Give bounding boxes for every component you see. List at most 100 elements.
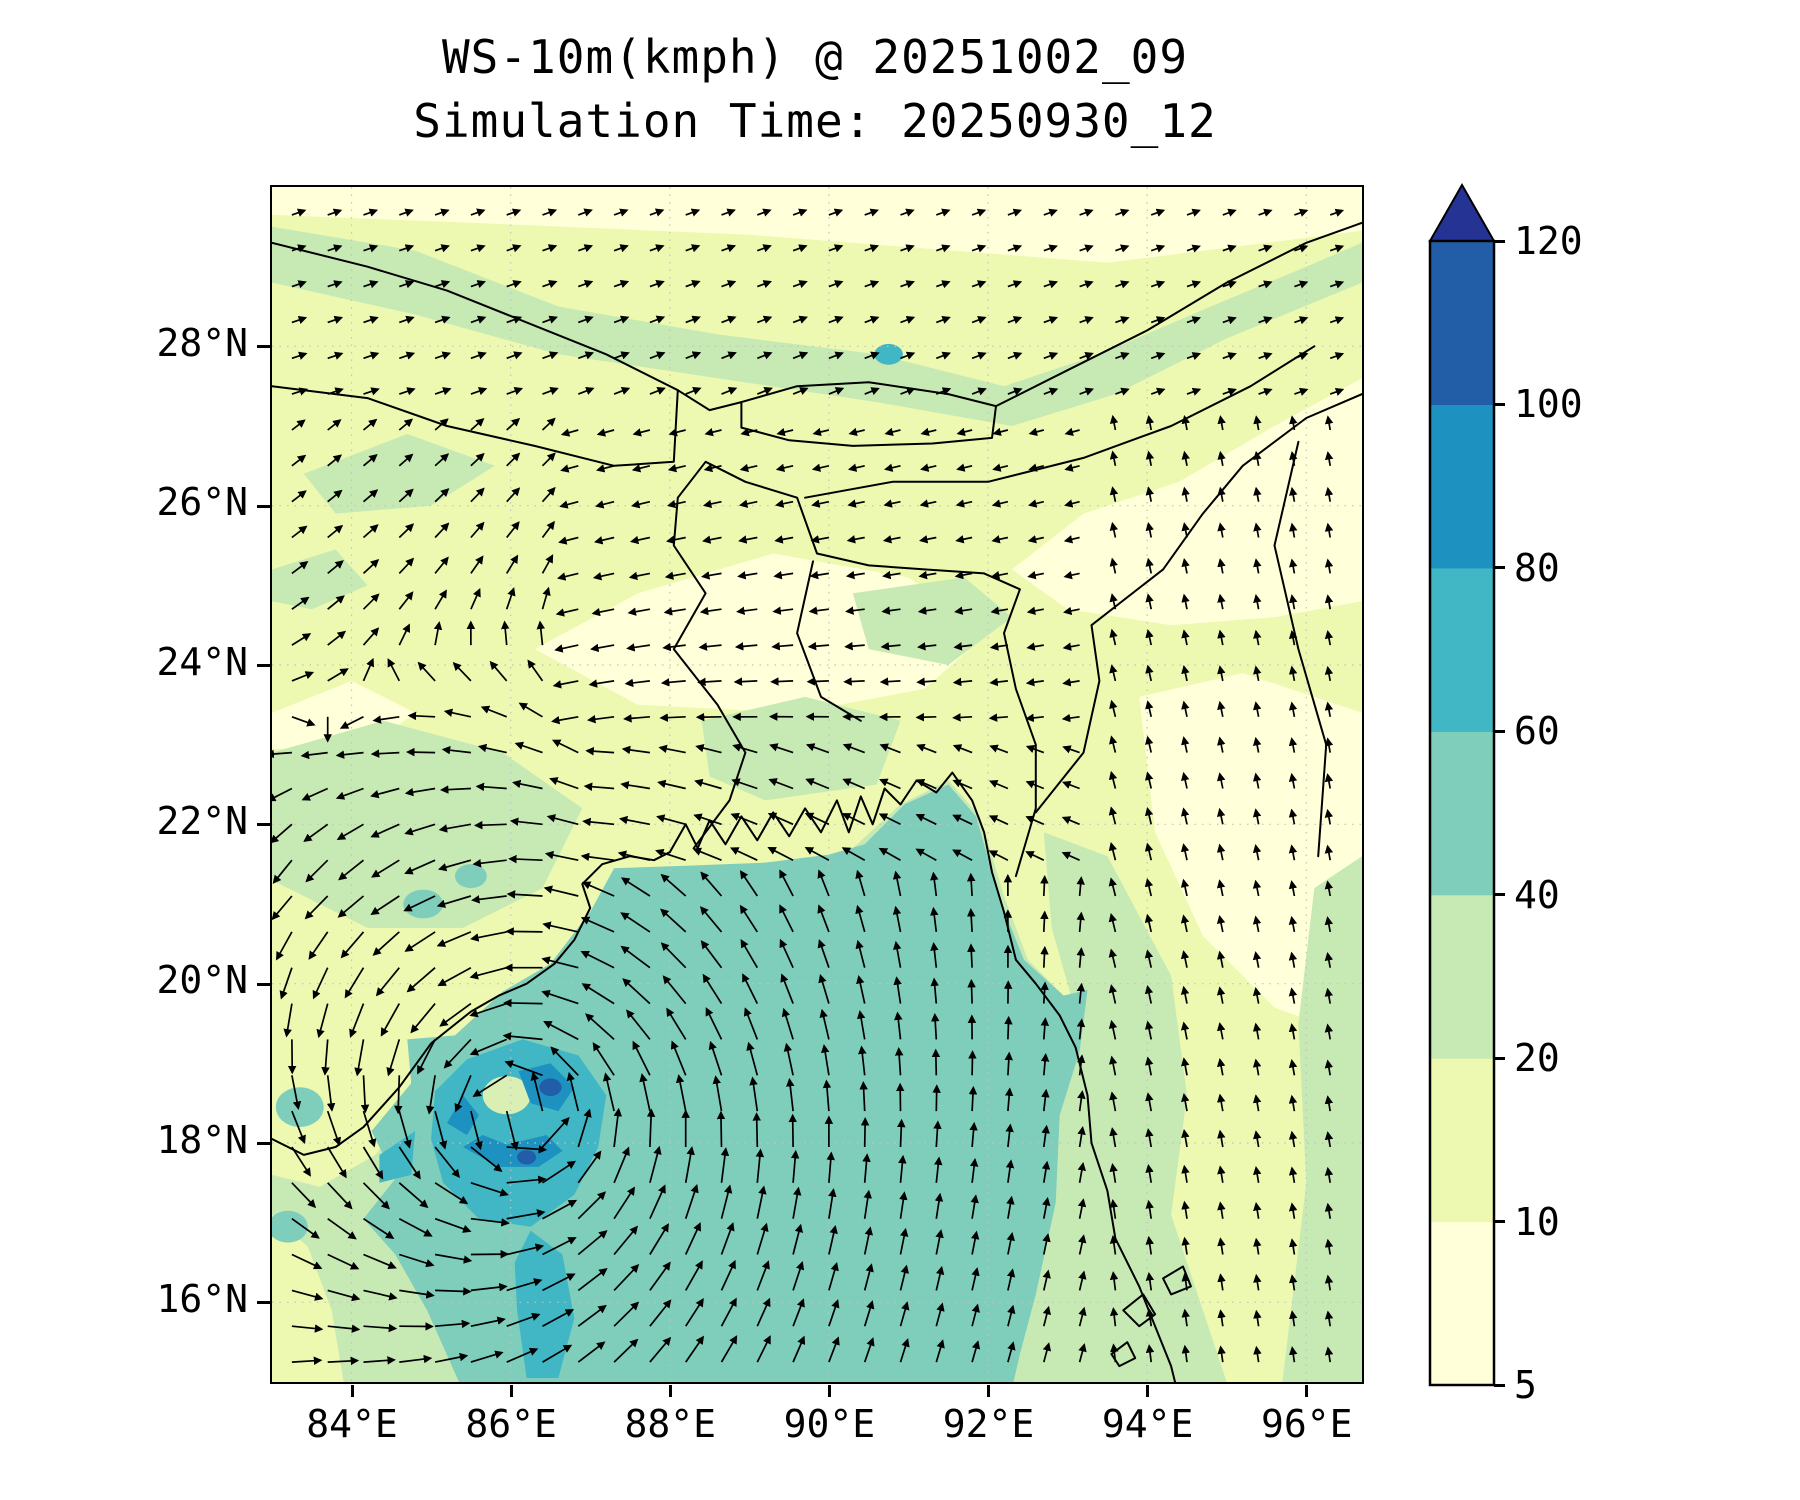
wind-arrow: [542, 208, 558, 217]
wind-arrow: [1324, 1166, 1334, 1183]
wind-arrow: [596, 428, 615, 437]
wind-arrow: [698, 642, 722, 651]
wind-arrow: [954, 606, 973, 615]
wind-arrow: [1042, 1269, 1051, 1291]
wind-arrow: [500, 620, 510, 646]
wind-arrow: [899, 1301, 910, 1327]
wind-arrow: [1064, 499, 1080, 508]
wind-arrow: [613, 244, 629, 253]
wind-arrow: [1324, 1346, 1334, 1363]
wind-arrow: [1145, 735, 1154, 753]
wind-arrow: [649, 1299, 672, 1327]
wind-arrow: [327, 1356, 360, 1366]
wind-arrow: [845, 606, 865, 615]
y-axis-tickmark: [257, 982, 270, 986]
wind-arrow: [613, 1107, 623, 1148]
wind-arrow: [327, 560, 344, 575]
wind-arrow: [863, 1189, 872, 1219]
colorbar-tick-label: 100: [1514, 382, 1583, 427]
wind-arrow: [536, 620, 546, 646]
wind-arrow: [1252, 736, 1262, 753]
wind-arrow: [360, 1075, 370, 1114]
wind-arrow: [417, 661, 436, 682]
wind-arrow: [992, 463, 1009, 472]
wind-arrow: [276, 931, 293, 961]
wind-arrow: [1078, 1270, 1087, 1291]
x-axis-tickmark: [987, 1385, 991, 1397]
colorbar-segment-100-120: [1430, 241, 1494, 405]
wind-arrow: [1076, 982, 1086, 1004]
wind-arrow: [989, 677, 1008, 687]
wind-arrow: [613, 1146, 630, 1184]
wind-arrow: [666, 499, 686, 509]
wind-arrow: [1217, 522, 1226, 538]
wind-arrow: [363, 208, 379, 217]
wind-arrow: [900, 208, 915, 217]
wind-arrow: [1324, 486, 1334, 502]
line-nepal-border: [272, 241, 679, 467]
wind-arrow: [1222, 387, 1237, 396]
wind-arrow: [272, 895, 293, 921]
wind-arrow: [404, 931, 436, 952]
line-india-myanmar-border: [1034, 393, 1362, 814]
wind-arrow: [506, 1243, 545, 1256]
wind-arrow: [613, 1301, 640, 1327]
wind-arrow: [380, 1003, 401, 1037]
wind-arrow: [1108, 984, 1118, 1004]
x-axis-tick-label: 92°E: [942, 1402, 1035, 1446]
y-axis-tick-label: 22°N: [156, 798, 248, 843]
wind-arrow: [1258, 316, 1273, 325]
wind-arrow: [971, 244, 987, 253]
wind-arrow: [506, 280, 522, 289]
wind-arrow: [1043, 280, 1058, 289]
colorbar-tick-label: 60: [1514, 709, 1560, 754]
wind-arrow: [915, 779, 937, 790]
wind-arrow: [371, 859, 400, 878]
wind-arrow: [438, 823, 472, 833]
y-axis-tickmark: [257, 823, 270, 827]
wind-arrow: [543, 885, 579, 897]
wind-arrow: [989, 744, 1009, 754]
wind-arrow: [399, 244, 415, 253]
wind-arrow: [864, 315, 880, 324]
wind-arrow: [506, 244, 522, 253]
wind-arrow: [1043, 351, 1059, 360]
wind-arrow: [1181, 700, 1190, 717]
wind-arrow: [935, 1302, 945, 1327]
wind-arrow: [398, 488, 414, 503]
wind-arrow: [930, 942, 939, 968]
wind-arrow: [1186, 244, 1201, 253]
wind-arrow: [900, 351, 916, 360]
wind-arrow: [685, 351, 702, 360]
wind-arrow: [685, 386, 702, 395]
wind-arrow: [817, 869, 830, 897]
wind-arrow: [916, 677, 937, 686]
wind-arrow: [1217, 415, 1226, 431]
wind-arrow: [1181, 736, 1190, 753]
wind-arrow: [1062, 780, 1080, 790]
wind-arrow: [506, 1347, 539, 1363]
wind-arrow: [971, 387, 987, 396]
wind-arrow: [1180, 950, 1190, 968]
wind-arrow: [970, 1230, 980, 1255]
wind-arrow: [404, 859, 436, 875]
wind-arrow: [878, 847, 901, 861]
wind-arrow: [848, 427, 865, 437]
wind-arrow: [503, 998, 543, 1008]
wind-arrow: [1324, 1202, 1334, 1219]
wind-arrow: [1294, 316, 1309, 325]
wind-arrow: [541, 1116, 570, 1148]
wind-arrow: [1109, 1234, 1119, 1255]
region-cyclone-eye: [482, 1076, 531, 1115]
wind-arrow: [1329, 316, 1345, 325]
wind-arrow: [700, 871, 723, 897]
wind-arrow: [434, 280, 451, 289]
wind-arrow: [828, 351, 844, 360]
y-axis-tickmark: [257, 1301, 270, 1305]
wind-arrow: [1077, 1198, 1087, 1219]
wind-arrow: [327, 668, 349, 682]
wind-arrow: [1180, 807, 1190, 825]
wind-arrow: [1026, 606, 1044, 615]
wind-arrow: [291, 561, 309, 575]
region-cyan-dot-bhutan: [874, 343, 903, 365]
